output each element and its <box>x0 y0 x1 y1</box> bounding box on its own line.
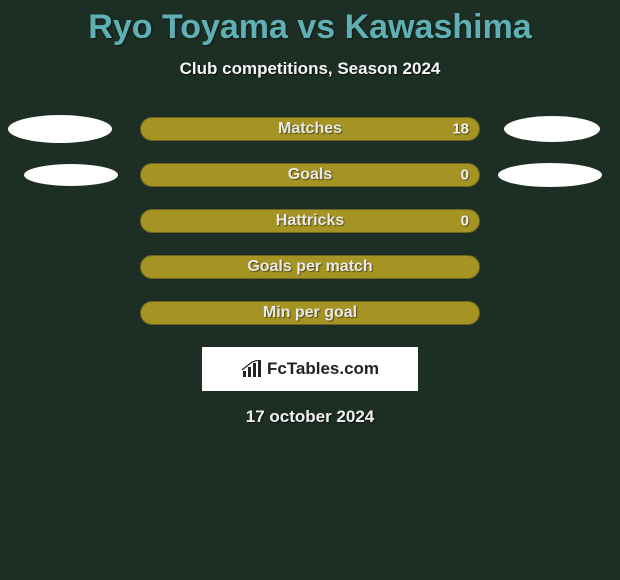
stat-row: Matches 18 <box>0 117 620 141</box>
stat-value: 18 <box>452 121 469 138</box>
stat-bar: Min per goal <box>140 301 480 325</box>
stat-label: Matches <box>278 120 342 138</box>
stat-label: Goals per match <box>247 258 372 276</box>
left-marker-ellipse <box>8 115 112 143</box>
stat-bar: Goals per match <box>140 255 480 279</box>
stat-bar: Goals 0 <box>140 163 480 187</box>
brand-content: FcTables.com <box>241 359 379 379</box>
brand-text: FcTables.com <box>267 359 379 379</box>
stat-row: Goals 0 <box>0 163 620 187</box>
right-marker-ellipse <box>498 163 602 187</box>
stat-bar: Hattricks 0 <box>140 209 480 233</box>
stat-bar: Matches 18 <box>140 117 480 141</box>
stat-rows: Matches 18 Goals 0 Hattricks 0 Goals per… <box>0 117 620 325</box>
stat-value: 0 <box>461 167 469 184</box>
stat-label: Hattricks <box>276 212 344 230</box>
bar-chart-icon <box>241 360 263 378</box>
stat-row: Min per goal <box>0 301 620 325</box>
brand-box: FcTables.com <box>202 347 418 391</box>
right-marker-ellipse <box>504 116 600 142</box>
stat-value: 0 <box>461 213 469 230</box>
date-text: 17 october 2024 <box>0 407 620 427</box>
left-marker-ellipse <box>24 164 118 186</box>
stat-label: Goals <box>288 166 332 184</box>
subtitle: Club competitions, Season 2024 <box>0 59 620 79</box>
comparison-title: Ryo Toyama vs Kawashima <box>0 0 620 47</box>
stat-row: Hattricks 0 <box>0 209 620 233</box>
stat-row: Goals per match <box>0 255 620 279</box>
stat-label: Min per goal <box>263 304 357 322</box>
